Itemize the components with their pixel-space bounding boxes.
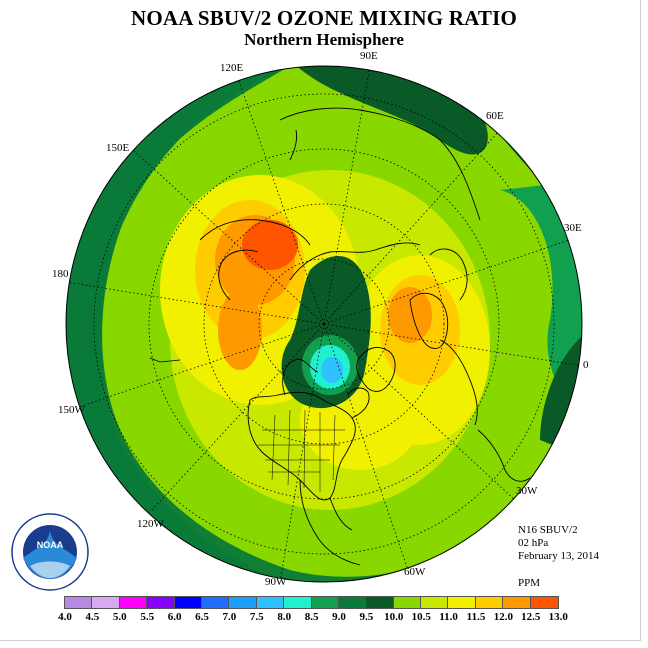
colorbar-swatch [366, 597, 394, 608]
lon-label-120w: 120W [137, 518, 164, 530]
info-date: February 13, 2014 [518, 550, 599, 562]
colorbar-tick-label: 4.5 [85, 611, 100, 623]
lat-circle-1 [93, 93, 555, 555]
colorbar-swatch [475, 597, 504, 608]
field-red-orange [242, 220, 298, 270]
colorbar-tick-label: 6.5 [195, 611, 209, 623]
info-block: N16 SBUV/2 02 hPa February 13, 2014 PPM [518, 524, 599, 590]
lon-label-0: 0 [583, 359, 589, 371]
colorbar-swatch [119, 597, 148, 608]
info-units: PPM [518, 577, 541, 589]
colorbar-swatch [503, 597, 531, 608]
colorbar-swatch [448, 597, 476, 608]
colorbar-swatch [338, 597, 367, 608]
colorbar-swatch [174, 597, 202, 608]
field-left-belt [66, 66, 300, 582]
colorbar-swatch [393, 597, 422, 608]
info-instrument: N16 SBUV/2 [518, 524, 578, 536]
colorbar-tick-label: 12.5 [521, 611, 541, 623]
meridians [66, 66, 582, 582]
figure-frame [0, 0, 641, 641]
colorbar-swatch [421, 597, 449, 608]
lon-label-30w: 30W [516, 485, 538, 497]
field-top-dark [290, 66, 488, 155]
colorbar [64, 596, 560, 609]
lon-label-180: 180 [52, 268, 69, 280]
colorbar-tick-label: 10.5 [411, 611, 431, 623]
colorbar-tick-label: 13.0 [548, 611, 568, 623]
colorbar-tick-label: 11.0 [439, 611, 458, 623]
colorbar-tick-label: 12.0 [493, 611, 514, 623]
colorbar-tick-label: 9.0 [332, 611, 346, 623]
colorbar-swatch [201, 597, 230, 608]
colorbar-tick-label: 4.0 [58, 611, 72, 623]
colorbar-tick-label: 11.5 [466, 611, 486, 623]
lat-circle-3 [203, 203, 445, 445]
lat-circle-2 [148, 148, 500, 500]
field-polar-blue [321, 357, 343, 383]
lon-label-90e: 90E [360, 50, 378, 62]
colorbar-tick-label: 9.5 [359, 611, 374, 623]
field-orange-4 [218, 290, 262, 370]
colorbar-swatch [92, 597, 120, 608]
lon-label-60e: 60E [486, 110, 504, 122]
lon-label-60w: 60W [404, 566, 426, 578]
colorbar-tick-label: 5.0 [112, 611, 127, 623]
colorbar-tick-label: 5.5 [140, 611, 155, 623]
lon-label-150w: 150W [58, 404, 85, 416]
colorbar-tick-label: 6.0 [167, 611, 182, 623]
colorbar-swatch [147, 597, 175, 608]
colorbar-swatch [311, 597, 339, 608]
colorbar-swatch [65, 597, 93, 608]
colorbar-swatch [256, 597, 285, 608]
colorbar-swatch [229, 597, 257, 608]
colorbar-tick-label: 8.5 [304, 611, 319, 623]
colorbar-tick-label: 8.0 [277, 611, 292, 623]
lon-label-120e: 120E [220, 62, 244, 74]
info-level: 02 hPa [518, 537, 549, 549]
lon-label-90w: 90W [265, 576, 287, 588]
field-orange-5 [388, 287, 432, 343]
lon-label-30e: 30E [564, 222, 582, 234]
colorbar-tick-label: 7.0 [222, 611, 237, 623]
map-title: NOAA SBUV/2 OZONE MIXING RATIO [131, 6, 517, 30]
coastlines [149, 107, 531, 566]
colorbar-tick-label: 7.5 [249, 611, 264, 623]
lat-circle-4 [258, 258, 390, 390]
colorbar-tick-label: 10.0 [384, 611, 404, 623]
map-subtitle: Northern Hemisphere [244, 30, 404, 49]
colorbar-swatch [284, 597, 312, 608]
colorbar-swatch [530, 597, 559, 608]
lon-label-150e: 150E [106, 142, 130, 154]
map-boundary [65, 65, 583, 583]
